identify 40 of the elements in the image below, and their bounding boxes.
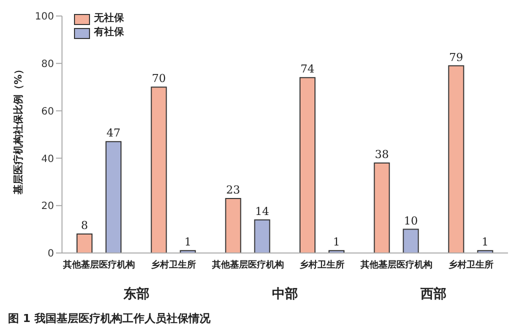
- y-tick-label: 0: [48, 248, 54, 260]
- data-label: 14: [255, 204, 270, 218]
- data-label: 38: [374, 148, 389, 161]
- text: 西部: [420, 286, 447, 303]
- x-tick-label: 乡村卫生所: [448, 259, 494, 270]
- x-tick-label: 其他基层医疗机构: [62, 259, 136, 270]
- bar: [76, 234, 92, 253]
- bar: [374, 162, 390, 253]
- y-tick-label: 100: [34, 12, 54, 23]
- caption: 图 1 我国基层医疗机构工作人员社保情况: [8, 311, 212, 326]
- data-label: 8: [81, 219, 88, 232]
- bar: [150, 86, 167, 253]
- data-label: 74: [300, 62, 314, 76]
- y-tick-label: 80: [41, 58, 54, 70]
- data-label: 1: [482, 236, 489, 249]
- data-label: 23: [226, 183, 240, 196]
- y-tick-label: 60: [41, 106, 54, 118]
- data-label: 70: [152, 72, 166, 86]
- y-tick-label: 20: [41, 201, 54, 212]
- bar: [402, 228, 419, 253]
- bar: [448, 65, 464, 253]
- x-tick-label: 乡村卫生所: [300, 259, 345, 270]
- bar: [300, 77, 316, 253]
- text: 东部: [123, 286, 150, 303]
- data-label: 47: [106, 126, 120, 140]
- y-axis-title: 基层医疗机构社保比例（%）: [12, 64, 25, 196]
- text: 中部: [272, 286, 298, 303]
- data-label: 79: [449, 50, 464, 64]
- data-label: 1: [184, 236, 192, 249]
- x-tick-label: 其他基层医疗机构: [210, 259, 284, 270]
- x-tick-label: 其他基层医疗机构: [360, 259, 432, 270]
- bar: [254, 219, 270, 253]
- x-tick-label: 乡村卫生所: [151, 259, 196, 270]
- bar: [106, 141, 122, 253]
- bar: [225, 198, 242, 253]
- y-tick-label: 40: [41, 154, 54, 165]
- data-label: 1: [333, 236, 340, 249]
- data-label: 10: [404, 214, 418, 228]
- legend-label: 有社保: [94, 26, 124, 40]
- legend-label: 无社保: [94, 12, 124, 26]
